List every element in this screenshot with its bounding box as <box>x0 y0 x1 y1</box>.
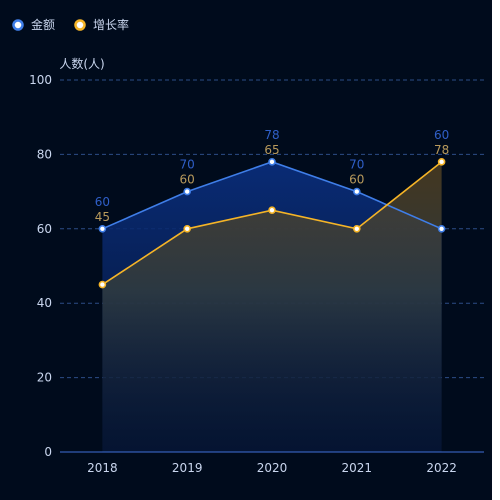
data-label: 78 <box>434 143 449 157</box>
y-tick-label: 60 <box>37 222 52 236</box>
data-label: 70 <box>349 158 364 172</box>
data-label: 65 <box>264 143 279 157</box>
data-point[interactable] <box>268 206 276 214</box>
data-point[interactable] <box>352 187 361 196</box>
data-label: 60 <box>434 128 449 142</box>
data-label: 45 <box>95 210 110 224</box>
data-label: 70 <box>180 158 195 172</box>
data-label: 60 <box>349 173 364 187</box>
series-area-1 <box>102 161 442 452</box>
legend-label-0[interactable]: 金额 <box>31 17 55 32</box>
data-label: 60 <box>95 195 110 209</box>
data-point[interactable] <box>98 280 107 289</box>
y-tick-label: 100 <box>29 73 52 87</box>
data-point[interactable] <box>437 225 446 233</box>
x-tick-label: 2022 <box>426 461 457 475</box>
series-points <box>98 158 446 289</box>
x-tick-label: 2021 <box>342 461 373 475</box>
legend: 金额 增长率 <box>12 17 129 32</box>
data-label: 60 <box>180 173 195 187</box>
data-point[interactable] <box>437 158 446 166</box>
data-point[interactable] <box>183 225 191 233</box>
x-tick-label: 2018 <box>87 461 118 475</box>
data-point[interactable] <box>98 225 107 233</box>
y-tick-label: 40 <box>37 296 52 310</box>
data-point[interactable] <box>183 187 191 196</box>
data-point[interactable] <box>268 158 276 166</box>
legend-marker-1[interactable] <box>74 19 86 31</box>
y-axis-title: 人数(人) <box>59 56 104 71</box>
series-areas <box>102 161 442 452</box>
y-axis: 人数(人) 0 20 40 60 80 100 <box>29 56 105 459</box>
y-tick-label: 20 <box>37 371 52 385</box>
x-tick-label: 2019 <box>172 461 203 475</box>
x-tick-label: 2020 <box>257 461 288 475</box>
y-tick-label: 80 <box>37 147 52 161</box>
data-point[interactable] <box>352 225 361 233</box>
legend-label-1[interactable]: 增长率 <box>93 17 129 32</box>
x-axis: 2018 2019 2020 2021 2022 <box>60 451 484 475</box>
legend-marker-0[interactable] <box>12 19 24 31</box>
data-label: 78 <box>264 128 279 142</box>
y-tick-label: 0 <box>44 445 52 459</box>
